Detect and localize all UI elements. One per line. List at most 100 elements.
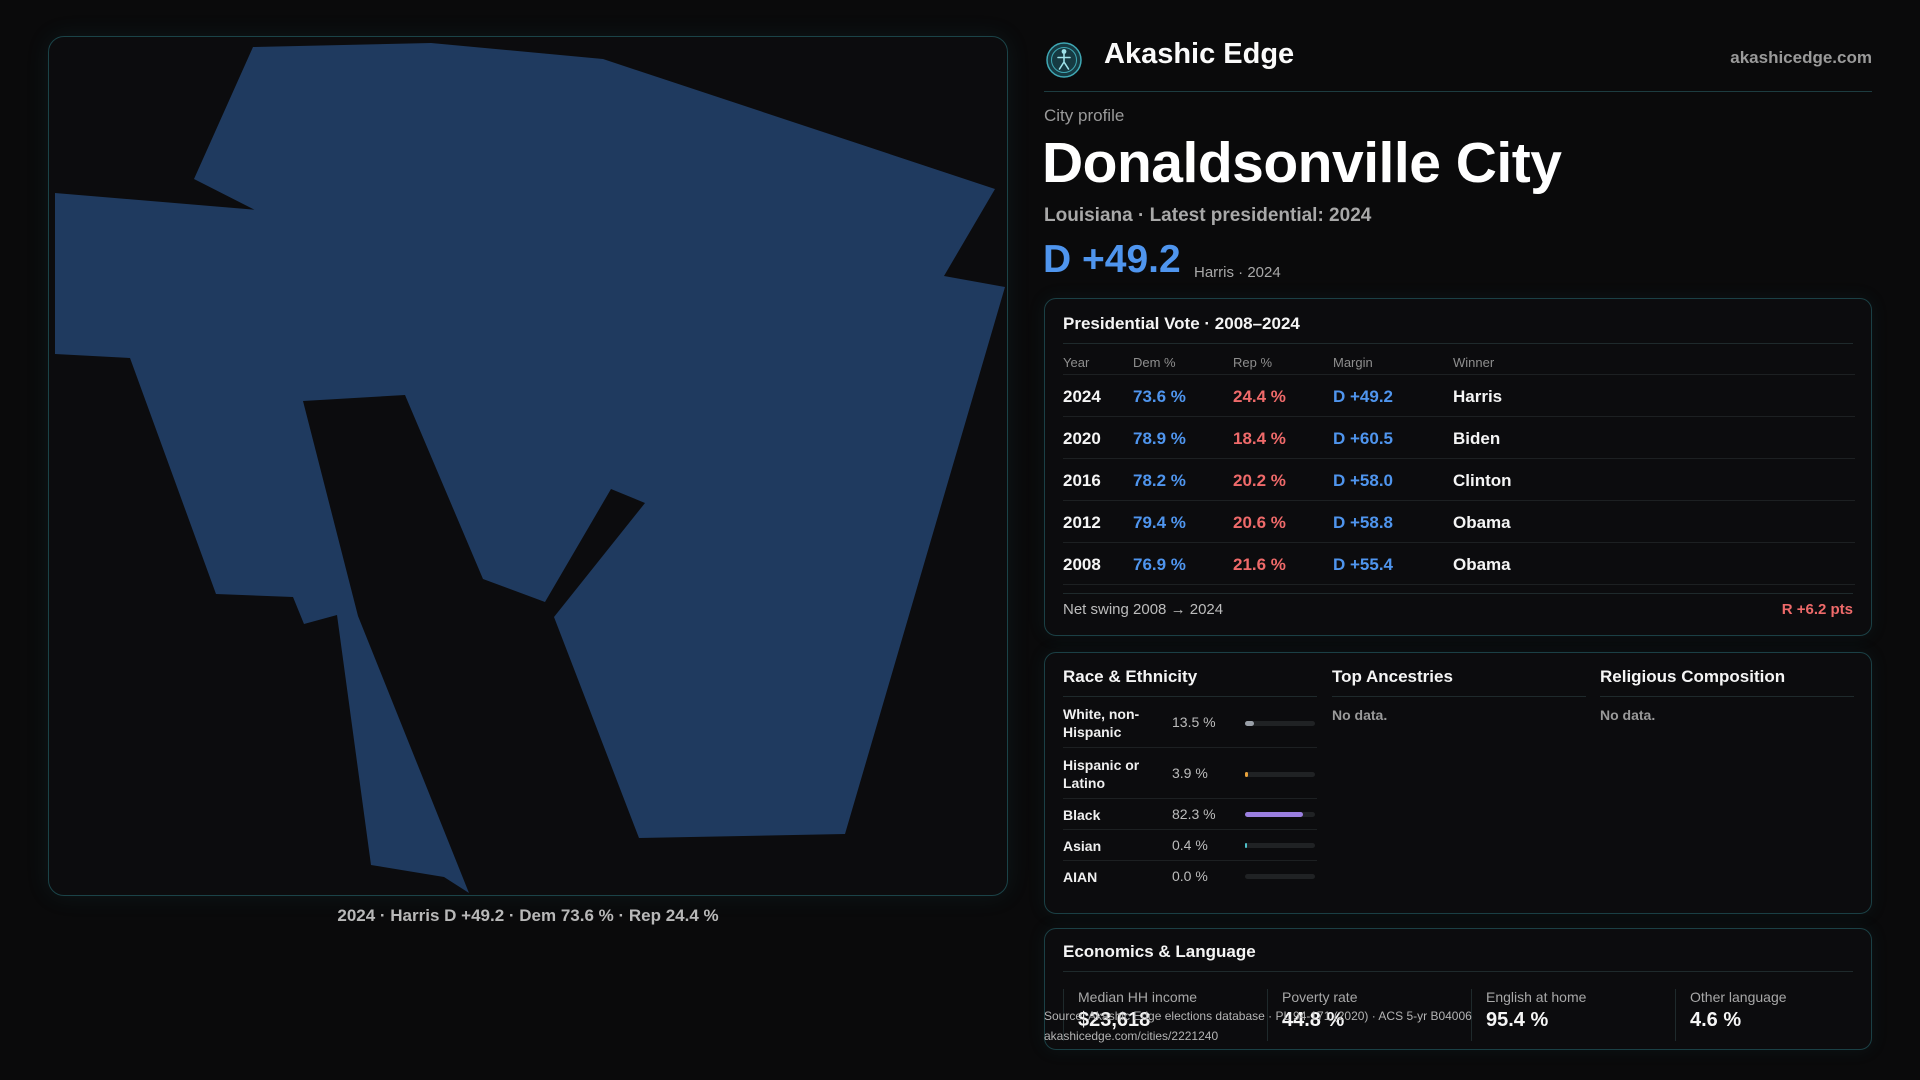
dem-pct-cell: 73.6 % [1133,387,1186,406]
city-boundary-map [55,43,1005,893]
empty-state: No data. [1600,707,1656,723]
stat-label: Median HH income [1078,989,1198,1005]
year-cell: 2012 [1063,513,1101,532]
year-cell: 2008 [1063,555,1101,574]
source-note: Source: Akashic Edge elections database … [1044,1006,1472,1046]
religion-section: Religious Composition No data. [1600,667,1854,723]
demographics-card: Race & Ethnicity White, non-Hispanic 13.… [1044,652,1872,914]
brand-url-link[interactable]: akashicedge.com [1730,48,1872,67]
latest-margin-note: Harris · 2024 [1194,264,1281,281]
compass-person-icon[interactable] [1044,40,1084,80]
presidential-vote-card: Presidential Vote · 2008–2024 Year Dem %… [1044,298,1872,636]
table-row: 2012 79.4 % 20.6 % D +58.8 Obama [1063,501,1855,543]
race-share-fill [1245,772,1248,777]
stat-label: English at home [1486,989,1587,1005]
city-boundary-shape [55,43,1005,893]
source-text: Source: Akashic Edge elections database … [1044,1009,1472,1023]
race-pct: 0.0 % [1172,868,1208,884]
rep-pct-cell: 21.6 % [1233,555,1286,574]
year-cell: 2024 [1063,387,1101,406]
section-title: Religious Composition [1600,667,1786,686]
stat-value: 44.8 % [1282,1009,1345,1031]
divider [1600,696,1854,697]
net-swing-value: R +6.2 pts [1781,601,1853,618]
column-header: Margin [1333,355,1373,370]
race-name: White, non-Hispanic [1063,706,1140,740]
stat-value: 95.4 % [1486,1009,1549,1031]
race-share-fill [1245,812,1303,817]
table-row: 2024 73.6 % 24.4 % D +49.2 Harris [1063,375,1855,417]
section-title: Race & Ethnicity [1063,667,1198,686]
column-header: Dem % [1133,355,1176,370]
stat-label: Poverty rate [1282,989,1358,1005]
dem-pct-cell: 78.2 % [1133,471,1186,490]
stat-value: 4.6 % [1690,1009,1742,1031]
race-name: AIAN [1063,869,1098,885]
race-share-fill [1245,721,1255,726]
map-caption: 2024 · Harris D +49.2 · Dem 73.6 % · Rep… [337,906,719,925]
rep-pct-cell: 18.4 % [1233,429,1286,448]
site-header: Akashic Edge akashicedge.com [1044,36,1872,92]
ancestries-section: Top Ancestries No data. [1332,667,1586,723]
city-map[interactable] [48,36,1008,896]
card-title: Presidential Vote · 2008–2024 [1063,314,1300,333]
net-swing-label: Net swing 2008 → 2024 [1063,601,1224,618]
page-subtitle: Louisiana · Latest presidential: 2024 [1044,205,1372,226]
winner-cell: Obama [1453,513,1511,532]
stat-value: $23,618 [1078,1009,1151,1031]
stat-other-language: Other language 4.6 % [1675,989,1855,1041]
economics-card: Economics & Language Median HH income $2… [1044,928,1872,1050]
race-ethnicity-section: Race & Ethnicity White, non-Hispanic 13.… [1063,667,1317,892]
dem-pct-cell: 79.4 % [1133,513,1186,532]
column-header: Winner [1453,355,1495,370]
margin-cell: D +55.4 [1333,555,1394,574]
race-share-fill [1245,843,1248,848]
latest-margin: D +49.2 [1043,238,1181,281]
column-header: Rep % [1233,355,1273,370]
empty-state: No data. [1332,707,1388,723]
rep-pct-cell: 20.6 % [1233,513,1286,532]
divider [1063,971,1853,972]
margin-cell: D +58.8 [1333,513,1394,532]
rep-pct-cell: 24.4 % [1233,387,1286,406]
race-pct: 82.3 % [1172,806,1216,822]
stat-label: Other language [1690,989,1787,1005]
margin-cell: D +49.2 [1333,387,1394,406]
race-share-bar [1245,812,1315,817]
column-header: Year [1063,355,1090,370]
dem-pct-cell: 78.9 % [1133,429,1186,448]
table-row: 2016 78.2 % 20.2 % D +58.0 Clinton [1063,459,1855,501]
page-title: Donaldsonville City [1042,131,1562,195]
page-kicker: City profile [1044,106,1125,125]
winner-cell: Clinton [1453,471,1512,490]
stat-english-at-home: English at home 95.4 % [1471,989,1671,1041]
race-row: Asian 0.4 % [1063,830,1317,861]
stat-median-income: Median HH income $23,618 [1063,989,1263,1041]
divider [1332,696,1586,697]
race-share-bar [1245,721,1315,726]
divider [1063,696,1317,697]
race-share-bar [1245,874,1315,879]
race-pct: 3.9 % [1172,765,1208,781]
race-name: Black [1063,807,1101,823]
race-row: White, non-Hispanic 13.5 % [1063,697,1317,748]
race-share-bar [1245,843,1315,848]
dem-pct-cell: 76.9 % [1133,555,1186,574]
rep-pct-cell: 20.2 % [1233,471,1286,490]
winner-cell: Obama [1453,555,1511,574]
year-cell: 2016 [1063,471,1101,490]
table-row: 2020 78.9 % 18.4 % D +60.5 Biden [1063,417,1855,459]
stat-poverty-rate: Poverty rate 44.8 % [1267,989,1467,1041]
section-title: Top Ancestries [1332,667,1453,686]
source-url-link[interactable]: akashicedge.com/cities/2221240 [1044,1029,1219,1043]
winner-cell: Harris [1453,387,1503,406]
margin-cell: D +60.5 [1333,429,1394,448]
table-header-row: Year Dem % Rep % Margin Winner [1063,351,1855,375]
table-row: 2008 76.9 % 21.6 % D +55.4 Obama [1063,543,1855,585]
race-name: Asian [1063,838,1102,854]
divider [1063,593,1853,594]
race-pct: 0.4 % [1172,837,1208,853]
winner-cell: Biden [1453,429,1501,448]
brand-name[interactable]: Akashic Edge [1104,38,1295,70]
race-row: Black 82.3 % [1063,799,1317,830]
